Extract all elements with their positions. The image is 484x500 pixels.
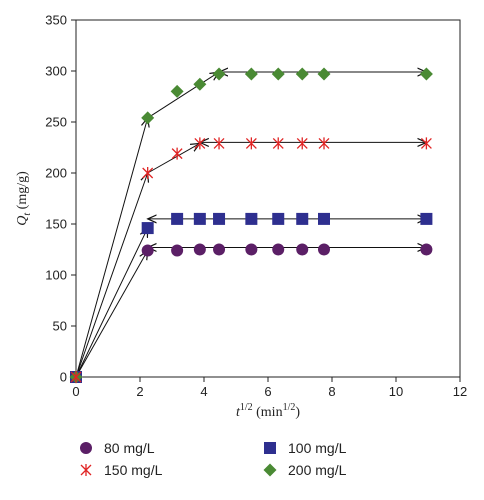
y-tick-label: 100	[45, 268, 67, 283]
x-tick-label: 12	[453, 384, 467, 399]
data-point	[318, 243, 330, 256]
legend-marker	[264, 442, 276, 454]
guide-arrow	[147, 143, 200, 174]
data-point	[317, 67, 331, 81]
legend: 80 mg/L 100 mg/L 150 mg/L 200 mg/L	[80, 440, 347, 478]
y-tick-label: 300	[45, 64, 67, 79]
guide-arrow	[75, 118, 148, 378]
data-point	[272, 243, 285, 256]
guide-arrow	[147, 72, 219, 119]
data-point	[420, 243, 433, 256]
data-point	[171, 212, 184, 225]
data-point	[420, 212, 433, 225]
data-point	[244, 67, 258, 81]
data-point	[171, 244, 184, 257]
y-tick-label: 350	[45, 13, 67, 28]
y-tick-label: 150	[45, 217, 67, 232]
data-point	[296, 212, 309, 225]
x-tick-label: 6	[264, 384, 271, 399]
data-point	[420, 137, 432, 150]
data-point	[213, 243, 226, 256]
data-point	[170, 84, 184, 98]
data-point	[194, 137, 206, 150]
legend-marker	[80, 442, 92, 454]
legend-label: 200 mg/L	[288, 462, 347, 478]
x-tick-label: 0	[72, 384, 79, 399]
x-tick-label: 10	[389, 384, 403, 399]
data-point	[272, 137, 284, 150]
data-point	[213, 212, 226, 225]
data-point	[272, 212, 285, 225]
x-tick-label: 2	[136, 384, 143, 399]
data-point	[318, 212, 330, 225]
data-point	[142, 167, 154, 179]
data-point	[245, 243, 258, 256]
legend-marker	[80, 464, 92, 476]
data-point	[193, 77, 207, 91]
y-tick-label: 50	[53, 319, 67, 334]
data-point	[419, 67, 433, 81]
legend-label: 80 mg/L	[104, 440, 155, 456]
data-point	[171, 147, 183, 160]
data-point	[318, 137, 330, 150]
data-point	[193, 212, 206, 225]
x-axis-title: t1/2 (min1/2)	[236, 402, 300, 420]
data-point	[296, 137, 308, 150]
legend-marker	[263, 463, 277, 477]
data-point	[193, 243, 206, 256]
axes: 0 2 4 6 8 10 12 0 50 100 150 200 250 300 350	[45, 13, 467, 400]
guide-arrow	[75, 251, 148, 378]
data-point	[212, 67, 226, 81]
y-tick-label: 0	[60, 370, 67, 385]
data-point	[245, 137, 257, 150]
data-point	[296, 243, 309, 256]
data-point	[70, 371, 82, 383]
data-point	[141, 111, 155, 125]
x-tick-label: 4	[200, 384, 207, 399]
guide-arrow	[75, 228, 148, 378]
data-points	[69, 67, 433, 384]
data-point	[141, 222, 154, 235]
legend-label: 100 mg/L	[288, 440, 347, 456]
guide-arrow	[75, 173, 148, 378]
data-point	[213, 137, 225, 150]
y-tick-label: 250	[45, 115, 67, 130]
axis-labels: t1/2 (min1/2) Qt (mg/g)	[15, 171, 300, 420]
y-tick-label: 200	[45, 166, 67, 181]
legend-label: 150 mg/L	[104, 462, 163, 478]
data-point	[245, 212, 258, 225]
x-tick-label: 8	[328, 384, 335, 399]
plot-frame	[75, 19, 461, 378]
y-axis-title: Qt (mg/g)	[15, 171, 33, 226]
data-point	[141, 244, 154, 257]
data-point	[295, 67, 309, 81]
data-point	[271, 67, 285, 81]
